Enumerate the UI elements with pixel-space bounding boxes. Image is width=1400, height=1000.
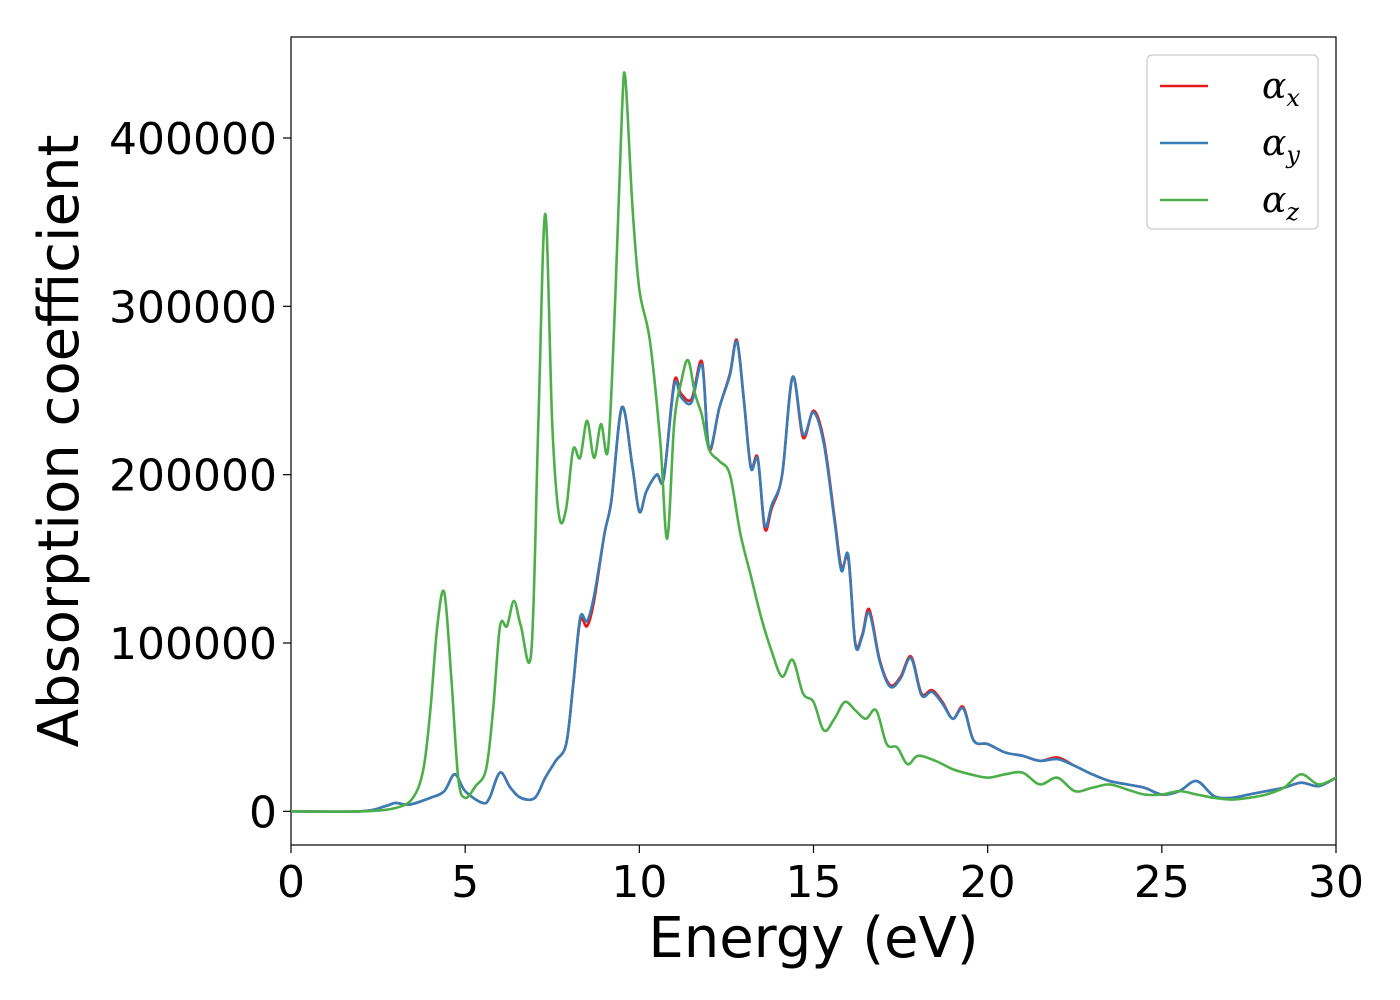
legend-label-subscript: y xyxy=(1285,141,1300,169)
y-tick-label: 100000 xyxy=(109,619,277,670)
legend-label-symbol: α xyxy=(1262,66,1286,107)
x-tick-label: 0 xyxy=(277,857,305,908)
x-axis-label: Energy (eV) xyxy=(648,906,978,971)
legend-label-symbol: α xyxy=(1262,123,1286,164)
x-tick-label: 15 xyxy=(786,857,842,908)
legend-box xyxy=(1146,54,1319,230)
series-line-z xyxy=(291,71,1336,813)
y-tick-label: 0 xyxy=(249,787,277,838)
x-tick-label: 5 xyxy=(451,857,479,908)
legend-label-subscript: z xyxy=(1285,198,1299,226)
y-axis-label: Absorption coefficient xyxy=(27,135,92,748)
series-line-x xyxy=(291,338,1336,814)
legend-label-symbol: α xyxy=(1262,180,1286,221)
series-group xyxy=(291,71,1336,814)
x-tick-label: 10 xyxy=(611,857,667,908)
legend-label-z: αz xyxy=(1262,180,1299,226)
x-tick-label: 25 xyxy=(1134,857,1190,908)
y-tick-label: 300000 xyxy=(109,282,277,333)
x-tick-label: 30 xyxy=(1308,857,1364,908)
x-axis-ticks: 0 5 10 15 20 25 30 xyxy=(277,845,1364,908)
plot-area: 0 5 10 15 20 25 30 0 100000 200000 300000 400000 xyxy=(109,36,1364,908)
legend-label-y: αy xyxy=(1262,123,1300,169)
x-tick-label: 20 xyxy=(960,857,1016,908)
y-tick-label: 200000 xyxy=(109,451,277,502)
y-tick-label: 400000 xyxy=(109,114,277,165)
legend-label-subscript: x xyxy=(1286,84,1300,112)
series-line-y xyxy=(291,340,1336,814)
y-axis-ticks: 0 100000 200000 300000 400000 xyxy=(109,114,291,838)
legend-label-x: αx xyxy=(1262,66,1300,112)
